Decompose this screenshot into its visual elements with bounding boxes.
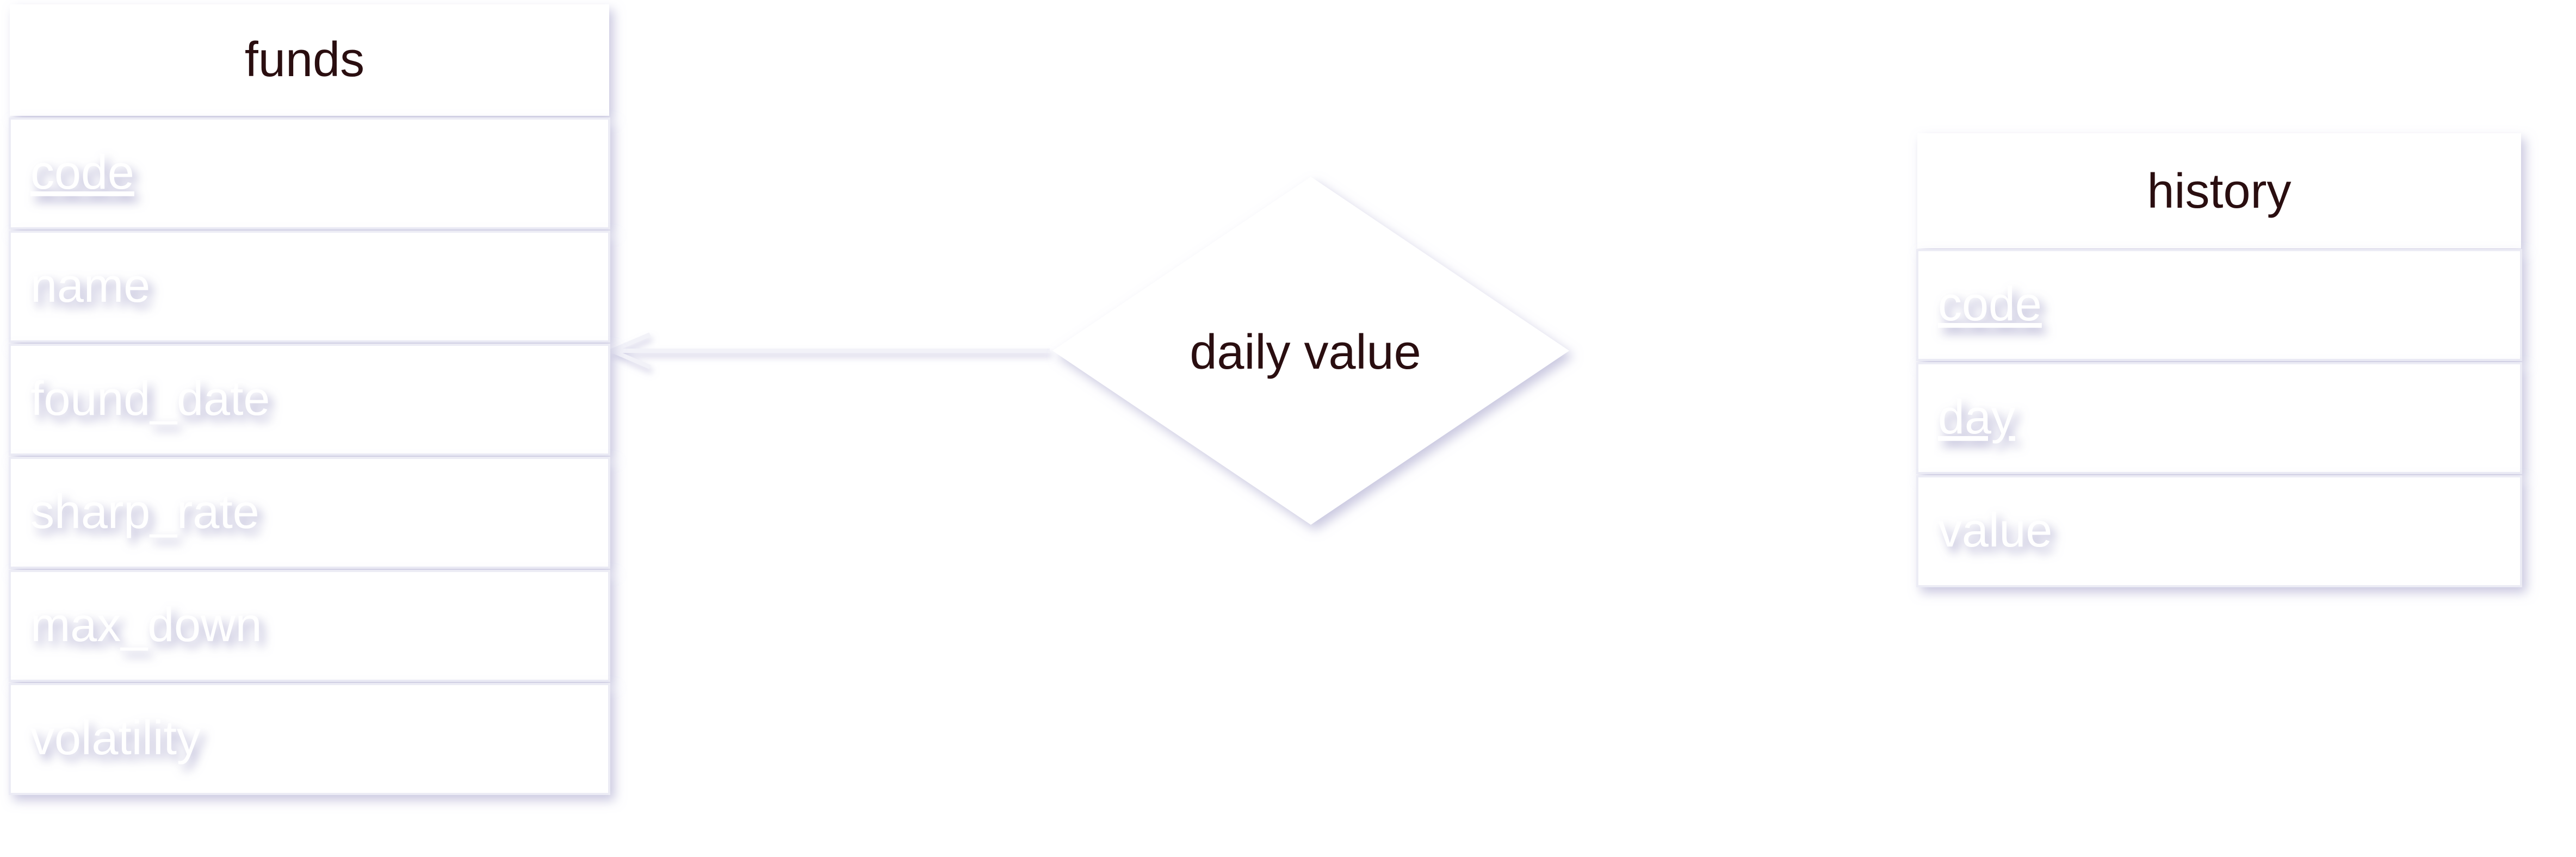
history-title: history	[2147, 164, 2291, 219]
funds-attribute-label: found_date	[30, 371, 270, 425]
history-attribute-label: code	[1938, 277, 2042, 331]
funds-attributes: code name found_date sharp_rate max_downvola…	[9, 117, 610, 795]
history-attribute-cell	[1916, 362, 2522, 474]
funds-attribute-cell	[9, 117, 610, 229]
funds-title: funds	[245, 33, 364, 87]
funds-attribute-cell	[9, 683, 610, 795]
history-attributes: code day value	[1916, 249, 2522, 587]
funds-attribute-row[interactable]: sharp_rate	[9, 457, 610, 569]
history-attribute-cell	[1916, 475, 2522, 587]
history-attribute-cell	[1916, 249, 2522, 361]
funds-attribute-label: code	[30, 145, 134, 199]
history-title-box	[1917, 133, 2521, 249]
funds-attribute-cell	[9, 457, 610, 569]
relationship-daily-value[interactable]: daily value	[1052, 177, 1569, 525]
entity-funds[interactable]: funds code name found_date sharp_rate max_do…	[9, 4, 610, 795]
funds-attribute-row[interactable]: volatility	[9, 683, 610, 795]
history-attribute-label: value	[1938, 503, 2052, 557]
relationship-diamond	[1052, 177, 1569, 525]
history-attribute-row[interactable]: code	[1916, 249, 2522, 361]
funds-attribute-row[interactable]: max_down	[9, 570, 610, 682]
relationship-connector-funds	[606, 332, 1050, 369]
history-attribute-row[interactable]: day	[1916, 362, 2522, 474]
funds-attribute-cell	[9, 570, 610, 682]
funds-attribute-cell	[9, 231, 610, 343]
funds-attribute-row[interactable]: found_date	[9, 344, 610, 456]
entity-history[interactable]: history code day value	[1916, 133, 2522, 587]
relationship-label: daily value	[1190, 325, 1421, 380]
history-attribute-row[interactable]: value	[1916, 475, 2522, 587]
funds-attribute-cell	[9, 344, 610, 456]
funds-attribute-label: max_down	[30, 598, 262, 651]
funds-attribute-label: sharp_rate	[30, 485, 259, 538]
funds-attribute-row[interactable]: name	[9, 231, 610, 343]
funds-attribute-label: name	[30, 258, 150, 312]
funds-attribute-row[interactable]: code	[9, 117, 610, 229]
history-attribute-label: day	[1938, 390, 2015, 444]
funds-attribute-label: volatility	[30, 711, 201, 765]
funds-title-box	[10, 4, 609, 116]
